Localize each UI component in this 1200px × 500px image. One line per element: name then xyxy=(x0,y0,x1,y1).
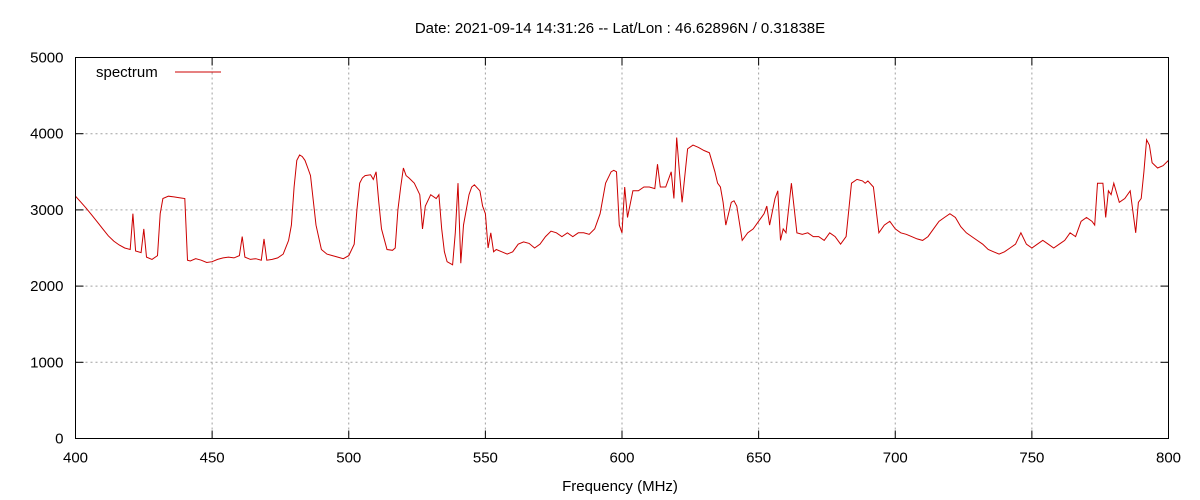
x-tick-label: 400 xyxy=(63,450,88,467)
y-tick-label: 1000 xyxy=(30,354,63,371)
y-tick-label: 3000 xyxy=(30,202,63,219)
x-axis-label: Frequency (MHz) xyxy=(562,478,678,495)
x-tick-label: 600 xyxy=(609,450,634,467)
x-tick-label: 750 xyxy=(1019,450,1044,467)
x-axis: 400 450 500 550 600 650 700 750 800 xyxy=(63,57,1181,467)
grid-lines xyxy=(75,57,1169,439)
y-tick-label: 5000 xyxy=(30,50,63,67)
y-tick-label: 0 xyxy=(55,431,63,448)
plot-frame xyxy=(75,57,1169,439)
y-tick-label: 2000 xyxy=(30,278,63,295)
x-tick-label: 450 xyxy=(200,450,225,467)
chart-title: Date: 2021-09-14 14:31:26 -- Lat/Lon : 4… xyxy=(415,20,825,37)
y-tick-label: 4000 xyxy=(30,126,63,143)
spectrum-line xyxy=(75,137,1169,266)
x-tick-label: 650 xyxy=(746,450,771,467)
x-tick-label: 550 xyxy=(473,450,498,467)
legend: spectrum xyxy=(96,64,221,81)
legend-label: spectrum xyxy=(96,64,158,81)
x-tick-label: 700 xyxy=(883,450,908,467)
x-tick-label: 800 xyxy=(1156,450,1181,467)
x-tick-label: 500 xyxy=(336,450,361,467)
